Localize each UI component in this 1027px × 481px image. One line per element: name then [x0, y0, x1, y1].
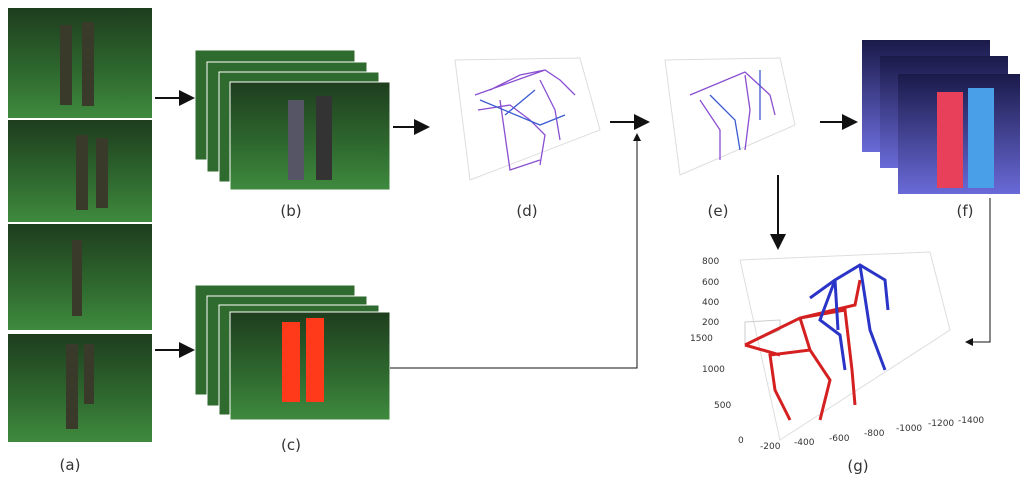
panel-d	[455, 58, 600, 180]
label-d: (d)	[516, 202, 537, 220]
g-tick-label: -200	[760, 442, 781, 452]
panel-f	[862, 40, 1020, 194]
g-tick-label: -800	[864, 429, 885, 439]
g-tick-label: 800	[702, 257, 719, 267]
pipeline-figure: (a) (b) (c) (d) (e) (f) (g) 800 600 400 200…	[0, 0, 1027, 481]
g-tick-label: -400	[794, 438, 815, 448]
label-a: (a)	[60, 456, 81, 474]
panel-a	[8, 8, 152, 442]
label-f: (f)	[957, 202, 974, 220]
g-tick-label: 400	[702, 298, 719, 308]
g-tick-label: -1400	[958, 416, 984, 426]
g-tick-label: -600	[829, 434, 850, 444]
g-tick-label: 1500	[690, 334, 713, 344]
label-b: (b)	[280, 202, 301, 220]
panel-b	[195, 50, 390, 190]
panel-e	[665, 58, 795, 175]
panel-c	[195, 285, 390, 420]
g-tick-label: 600	[702, 278, 719, 288]
label-e: (e)	[708, 202, 729, 220]
g-tick-label: -1000	[896, 424, 922, 434]
label-g: (g)	[847, 457, 868, 475]
g-tick-label: 200	[702, 318, 719, 328]
g-tick-label: -1200	[928, 419, 954, 429]
g-tick-label: 500	[714, 401, 731, 411]
label-c: (c)	[281, 436, 301, 454]
g-tick-label: 0	[738, 436, 744, 446]
panel-g-plot	[740, 252, 950, 440]
g-tick-label: 1000	[702, 365, 725, 375]
